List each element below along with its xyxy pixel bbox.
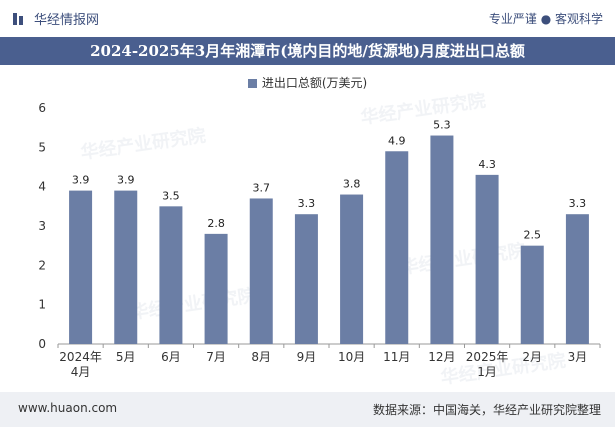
data-label: 2.5: [524, 229, 542, 242]
x-tick-label: 3月: [568, 350, 588, 364]
y-tick-label: 5: [38, 140, 46, 154]
x-tick-label: 6月: [161, 350, 181, 364]
bar: [294, 214, 318, 344]
data-label: 3.9: [117, 174, 135, 187]
x-tick-label: 11月: [383, 350, 410, 364]
bar: [249, 198, 273, 344]
y-tick-label: 0: [38, 337, 46, 351]
top-bar: 华经情报网 专业严谨 ● 客观科学: [0, 0, 615, 36]
x-tick-label: 8月: [251, 350, 271, 364]
legend-swatch: [247, 79, 257, 88]
x-tick-label: 5月: [116, 350, 136, 364]
bar-chart: 0 1 2 3 4 5 6 3.9 2024年 4月 3.9 5月 3.5 6月 2.8 7月 3.7 8月 3.3…: [38, 101, 601, 379]
y-tick-label: 3: [38, 219, 46, 233]
footer-website[interactable]: www.huaon.com: [18, 401, 118, 415]
data-label: 3.3: [569, 197, 587, 210]
title-bar: 2024-2025年3月年湘潭市(境内目的地/货源地)月度进出口总额: [0, 37, 615, 65]
data-label: 3.5: [162, 189, 180, 202]
chart-legend: 进出口总额(万美元): [0, 74, 615, 91]
y-tick-label: 2: [38, 258, 46, 272]
data-label: 3.3: [298, 197, 316, 210]
data-label: 5.3: [433, 119, 451, 132]
x-tick-label: 9月: [297, 350, 317, 364]
x-tick-label: 2025年 1月: [466, 350, 509, 379]
bar: [475, 174, 499, 344]
bar: [69, 190, 93, 344]
data-label: 3.7: [253, 181, 271, 194]
bar: [520, 245, 544, 344]
x-tick-label: 2024年 4月: [59, 350, 102, 379]
data-label: 3.9: [72, 174, 90, 187]
bar: [204, 233, 228, 344]
data-label: 4.9: [388, 134, 406, 147]
bar: [114, 190, 138, 344]
bar: [340, 194, 364, 344]
y-tick-label: 6: [38, 101, 46, 115]
brand-logo-icon: [13, 12, 23, 25]
bar: [159, 206, 183, 344]
data-label: 3.8: [343, 178, 361, 191]
legend-label: 进出口总额(万美元): [261, 76, 368, 90]
footer: www.huaon.com 数据来源：中国海关，华经产业研究院整理: [0, 392, 615, 427]
brand-name: 华经情报网: [34, 13, 100, 28]
chart-title: 2024-2025年3月年湘潭市(境内目的地/货源地)月度进出口总额: [90, 42, 525, 60]
tagline: 专业严谨 ● 客观科学: [488, 12, 603, 26]
brand[interactable]: 华经情报网: [12, 9, 99, 28]
y-tick-label: 4: [38, 180, 46, 194]
x-tick-label: 7月: [206, 350, 226, 364]
footer-source: 数据来源：中国海关，华经产业研究院整理: [372, 403, 601, 417]
bar: [430, 135, 454, 344]
x-tick-label: 12月: [428, 350, 455, 364]
x-tick-label: 2月: [522, 350, 542, 364]
bar: [385, 151, 409, 344]
x-tick-label: 10月: [338, 350, 365, 364]
bar: [565, 214, 589, 344]
data-label: 4.3: [478, 158, 496, 171]
y-tick-label: 1: [38, 298, 46, 312]
data-label: 2.8: [207, 217, 225, 230]
